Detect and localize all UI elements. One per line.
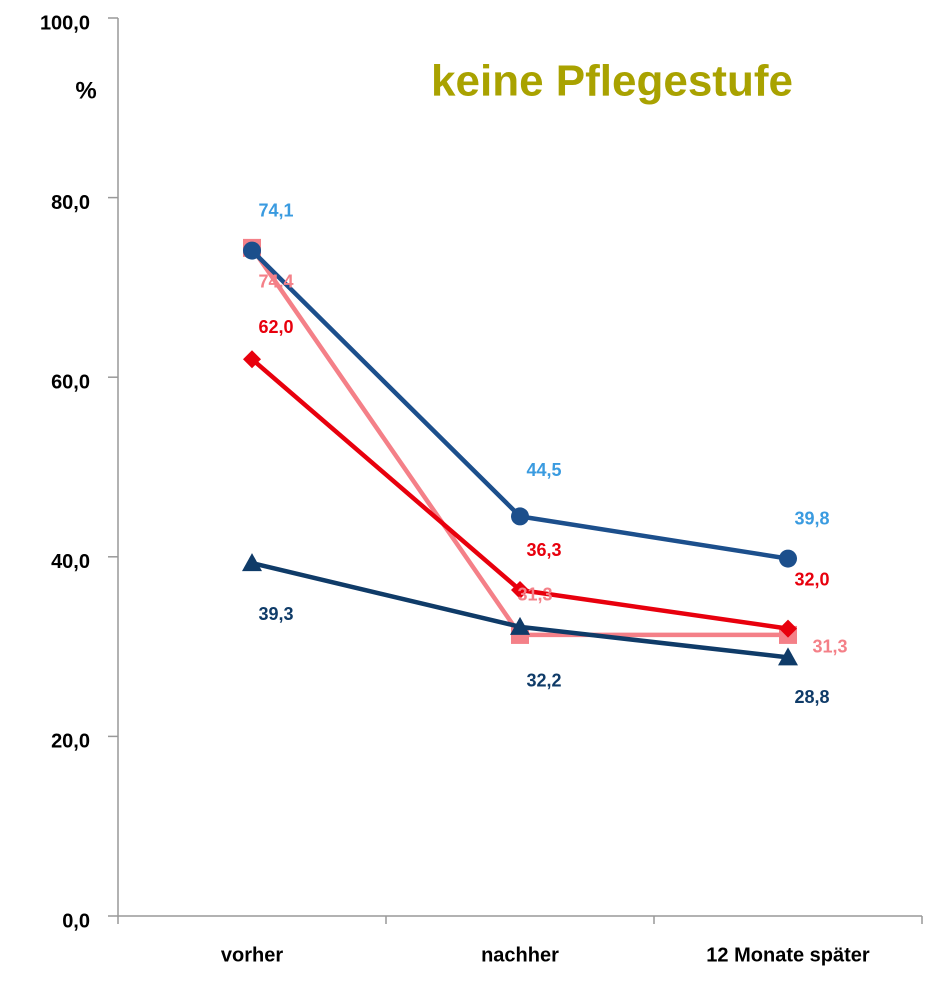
y-tick-label: 0,0	[62, 910, 90, 932]
data-label: 32,2	[526, 671, 561, 691]
point	[511, 581, 529, 600]
point	[779, 549, 797, 568]
data-label: 36,3	[526, 540, 561, 560]
data-label: 32,0	[794, 569, 829, 589]
point	[243, 350, 261, 369]
series-line	[250, 246, 788, 638]
y-tick-label: 80,0	[51, 192, 90, 214]
data-label: 74,1	[258, 200, 293, 220]
data-label: 39,8	[794, 508, 829, 528]
x-tick-label: 12 Monate später	[706, 944, 870, 966]
data-label: 62,0	[258, 317, 293, 337]
x-tick-label: vorher	[221, 944, 283, 966]
chart-title: keine Pflegestufe	[431, 57, 793, 106]
data-label: 31,3	[812, 637, 847, 657]
point	[778, 647, 798, 666]
y-tick-label: 40,0	[51, 551, 90, 573]
data-label: 44,5	[526, 460, 561, 480]
point	[779, 619, 797, 638]
y-tick-label: 100,0	[40, 12, 90, 34]
data-label: 31,3	[517, 585, 552, 605]
y-tick-label: 20,0	[51, 731, 90, 753]
y-tick-label: 60,0	[51, 371, 90, 393]
data-label: 74,4	[258, 272, 293, 292]
x-tick-label: nachher	[481, 944, 559, 966]
data-label: 39,3	[258, 604, 293, 624]
data-label: 28,8	[794, 687, 829, 707]
point	[510, 616, 530, 635]
point	[242, 553, 262, 572]
point	[243, 241, 261, 260]
point	[511, 507, 529, 526]
y-axis-label: %	[75, 77, 96, 104]
